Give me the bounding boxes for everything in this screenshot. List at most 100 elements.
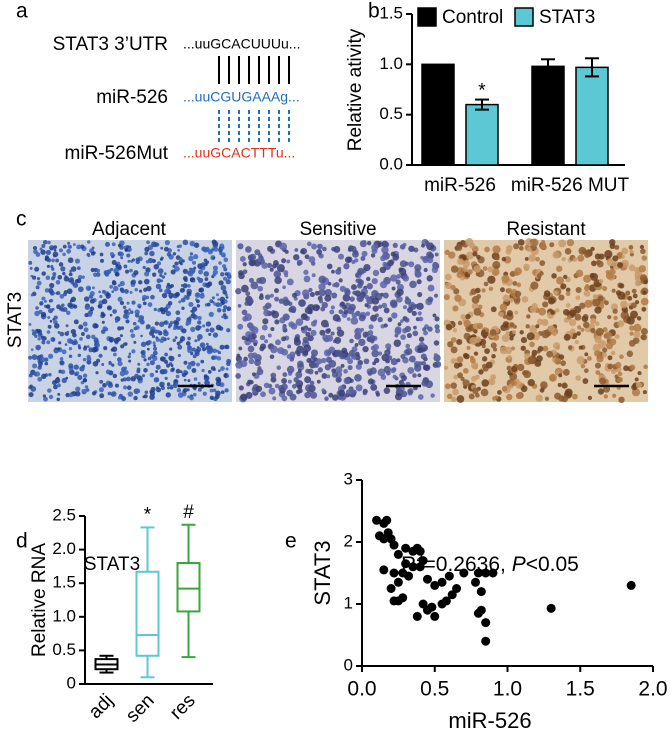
cell (567, 345, 573, 350)
cell (205, 328, 209, 332)
cell (106, 292, 110, 297)
cell (402, 305, 408, 310)
cell (457, 320, 463, 326)
cell (61, 303, 65, 307)
cell (292, 384, 297, 389)
cell (241, 309, 248, 316)
cell (427, 326, 433, 332)
cell (28, 323, 32, 326)
cell (584, 299, 593, 308)
cell (214, 394, 220, 400)
cell (151, 334, 156, 339)
cell (612, 255, 619, 262)
cell (349, 296, 355, 302)
cell (564, 247, 572, 255)
cell (123, 366, 128, 370)
cell (198, 269, 203, 275)
legend-swatch (417, 7, 437, 27)
cell (256, 368, 264, 376)
cell (322, 246, 327, 252)
cell (108, 336, 115, 343)
cell (47, 388, 52, 393)
cell (274, 319, 280, 325)
cell (450, 358, 457, 365)
cell (552, 251, 560, 259)
cell (303, 269, 309, 275)
cell (163, 246, 169, 252)
cell (59, 331, 65, 337)
cell (640, 248, 646, 255)
cell (143, 278, 150, 285)
cell (134, 309, 140, 315)
cell (101, 298, 108, 305)
cell (72, 282, 79, 288)
cell (166, 282, 171, 286)
cell (422, 327, 427, 332)
point (476, 587, 486, 597)
cell (197, 381, 201, 385)
cell (405, 343, 411, 349)
cell (249, 324, 256, 332)
cell (598, 278, 604, 284)
cell (450, 265, 459, 273)
cell (176, 245, 180, 249)
cell (330, 305, 335, 310)
cell (193, 242, 200, 248)
cell (189, 240, 196, 247)
box (176, 562, 201, 613)
x-tick-label: 2.0 (638, 678, 667, 701)
point (418, 599, 428, 609)
cell (575, 295, 581, 301)
cell (189, 268, 193, 272)
cell (127, 249, 131, 253)
cell (30, 348, 34, 352)
cell (116, 336, 121, 342)
cell (176, 341, 181, 346)
cell (86, 240, 91, 244)
cell (90, 267, 95, 273)
cell (48, 373, 52, 377)
cell (416, 279, 422, 285)
cell (366, 240, 372, 246)
cell (286, 365, 295, 374)
cell (304, 254, 310, 260)
cell (143, 358, 147, 362)
cell (128, 352, 132, 356)
cell (541, 330, 550, 339)
cell (147, 340, 152, 345)
cell (258, 295, 264, 301)
cell (33, 249, 38, 255)
cell (575, 269, 584, 278)
point (481, 636, 491, 646)
cell (226, 358, 232, 364)
cell (119, 280, 125, 287)
cell (549, 375, 556, 382)
point (415, 562, 425, 572)
cell (277, 347, 285, 355)
cell (575, 287, 582, 294)
cell (535, 324, 540, 329)
cell (641, 306, 647, 312)
cell (144, 271, 150, 277)
cell (247, 345, 255, 353)
cell (124, 269, 130, 274)
cell (145, 260, 150, 264)
cell (43, 299, 47, 303)
cell (296, 345, 305, 354)
point (459, 568, 469, 578)
y-tick-label: 3 (344, 469, 353, 488)
cell (190, 326, 196, 333)
point (386, 584, 396, 593)
cell (226, 306, 232, 312)
cell (164, 376, 168, 380)
cell (434, 361, 442, 368)
cell (192, 354, 197, 359)
y-tick-label: 1.0 (52, 606, 76, 625)
cell (295, 371, 303, 379)
cell (501, 334, 510, 343)
cell (314, 370, 319, 375)
cell (222, 289, 228, 295)
cell (594, 362, 601, 369)
cell (211, 247, 216, 251)
cell (610, 350, 616, 356)
